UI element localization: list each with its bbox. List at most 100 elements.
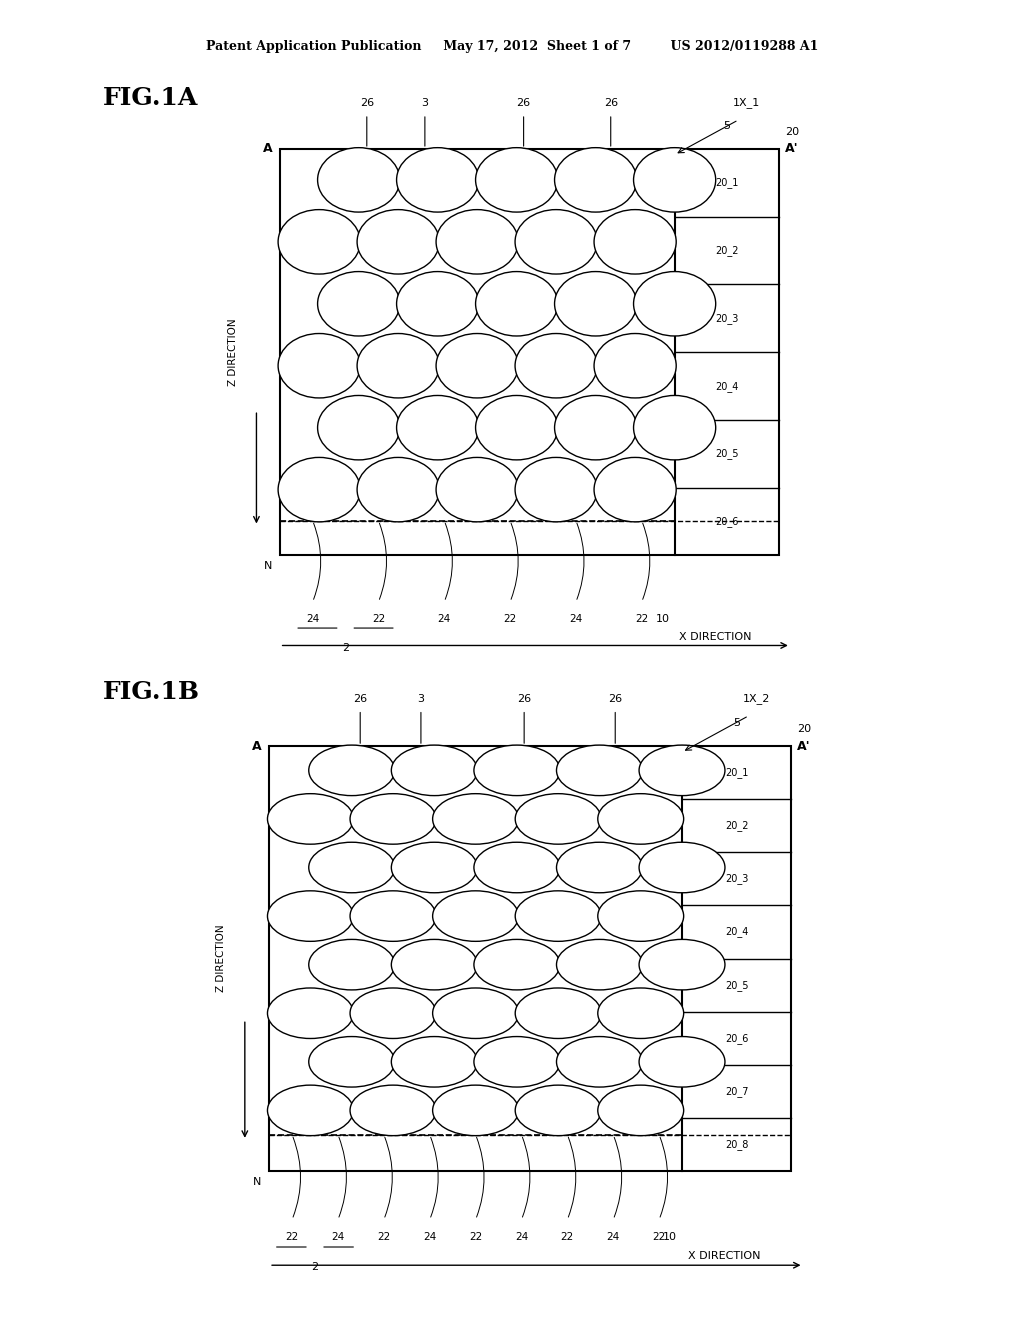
Text: 20_8: 20_8	[725, 1139, 749, 1150]
Text: A: A	[252, 739, 262, 752]
Ellipse shape	[515, 891, 601, 941]
Text: 26: 26	[517, 693, 531, 704]
Ellipse shape	[515, 458, 597, 521]
Ellipse shape	[267, 793, 353, 845]
Ellipse shape	[555, 148, 637, 213]
Ellipse shape	[555, 272, 637, 337]
Ellipse shape	[432, 1085, 518, 1135]
Ellipse shape	[391, 744, 477, 796]
Text: 20_4: 20_4	[725, 927, 749, 937]
Ellipse shape	[350, 987, 436, 1039]
Text: FIG.1B: FIG.1B	[102, 680, 200, 704]
Text: 20_3: 20_3	[725, 874, 749, 884]
Ellipse shape	[267, 1085, 353, 1135]
Ellipse shape	[634, 272, 716, 337]
Text: 1X_2: 1X_2	[742, 693, 770, 704]
Text: 26: 26	[353, 693, 368, 704]
Text: 22: 22	[377, 1232, 390, 1242]
Text: N: N	[253, 1177, 261, 1187]
Text: 20_1: 20_1	[715, 177, 738, 189]
Text: 2: 2	[311, 1262, 318, 1272]
Ellipse shape	[474, 1036, 560, 1088]
Ellipse shape	[639, 940, 725, 990]
Text: Z DIRECTION: Z DIRECTION	[215, 925, 225, 993]
Text: 20_2: 20_2	[725, 820, 749, 832]
Ellipse shape	[634, 396, 716, 459]
Text: 20_6: 20_6	[715, 516, 738, 527]
Text: Z DIRECTION: Z DIRECTION	[228, 318, 239, 385]
Ellipse shape	[309, 1036, 394, 1088]
Text: 22: 22	[652, 1232, 666, 1242]
Text: 20_5: 20_5	[725, 979, 749, 990]
Ellipse shape	[639, 842, 725, 892]
Ellipse shape	[357, 458, 439, 521]
Ellipse shape	[475, 272, 558, 337]
Ellipse shape	[515, 210, 597, 275]
Text: 24: 24	[306, 614, 319, 623]
Ellipse shape	[309, 842, 394, 892]
Ellipse shape	[594, 334, 676, 397]
Ellipse shape	[350, 891, 436, 941]
Ellipse shape	[279, 334, 360, 397]
Ellipse shape	[598, 987, 684, 1039]
Ellipse shape	[357, 334, 439, 397]
Ellipse shape	[317, 148, 399, 213]
Text: 24: 24	[437, 614, 451, 623]
Ellipse shape	[475, 396, 558, 459]
Text: 1X_1: 1X_1	[733, 98, 760, 108]
Ellipse shape	[391, 842, 477, 892]
Ellipse shape	[594, 458, 676, 521]
Ellipse shape	[555, 396, 637, 459]
Ellipse shape	[391, 1036, 477, 1088]
Text: 26: 26	[604, 98, 617, 108]
Text: X DIRECTION: X DIRECTION	[688, 1251, 761, 1261]
Ellipse shape	[436, 458, 518, 521]
Text: 20_6: 20_6	[725, 1032, 749, 1044]
Ellipse shape	[475, 148, 558, 213]
Text: X DIRECTION: X DIRECTION	[679, 632, 752, 642]
Text: A: A	[263, 143, 272, 156]
Text: 5: 5	[723, 121, 730, 132]
Ellipse shape	[598, 891, 684, 941]
Ellipse shape	[556, 842, 642, 892]
Ellipse shape	[515, 987, 601, 1039]
Text: 20_1: 20_1	[725, 767, 749, 777]
Text: 20_3: 20_3	[715, 313, 738, 323]
Ellipse shape	[396, 396, 479, 459]
Ellipse shape	[350, 1085, 436, 1135]
Text: 24: 24	[569, 614, 583, 623]
Text: Patent Application Publication     May 17, 2012  Sheet 1 of 7         US 2012/01: Patent Application Publication May 17, 2…	[206, 40, 818, 53]
Ellipse shape	[639, 744, 725, 796]
Text: 3: 3	[422, 98, 428, 108]
Text: 10: 10	[663, 1232, 677, 1242]
Text: 20_4: 20_4	[715, 380, 738, 392]
Ellipse shape	[556, 940, 642, 990]
Ellipse shape	[515, 793, 601, 845]
Text: 24: 24	[515, 1232, 528, 1242]
Ellipse shape	[350, 793, 436, 845]
Ellipse shape	[267, 891, 353, 941]
Ellipse shape	[639, 1036, 725, 1088]
Text: 3: 3	[418, 693, 424, 704]
Ellipse shape	[594, 210, 676, 275]
Ellipse shape	[474, 940, 560, 990]
Ellipse shape	[598, 793, 684, 845]
Ellipse shape	[634, 148, 716, 213]
Text: A': A'	[785, 143, 799, 156]
Ellipse shape	[556, 744, 642, 796]
Text: 26: 26	[516, 98, 530, 108]
Ellipse shape	[279, 458, 360, 521]
Text: 20_7: 20_7	[725, 1086, 749, 1097]
Ellipse shape	[432, 891, 518, 941]
Text: FIG.1A: FIG.1A	[102, 86, 198, 110]
Text: 26: 26	[608, 693, 623, 704]
Ellipse shape	[436, 210, 518, 275]
Ellipse shape	[309, 940, 394, 990]
Ellipse shape	[396, 272, 479, 337]
Ellipse shape	[598, 1085, 684, 1135]
Text: 20: 20	[798, 723, 811, 734]
Ellipse shape	[391, 940, 477, 990]
Text: 22: 22	[635, 614, 648, 623]
Text: N: N	[264, 561, 272, 572]
Text: 24: 24	[332, 1232, 344, 1242]
